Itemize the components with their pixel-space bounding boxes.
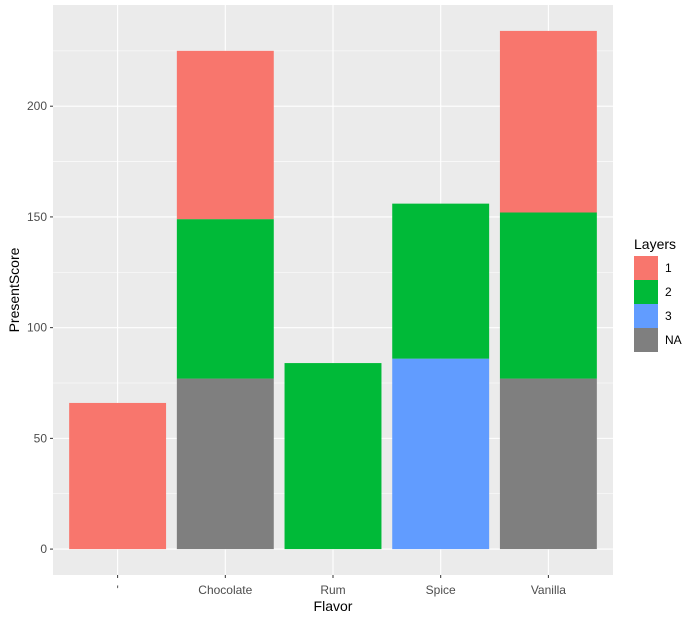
- bar-segment: [392, 203, 490, 359]
- legend-label: 1: [665, 261, 672, 275]
- y-tick-label: 50: [34, 431, 48, 445]
- x-tick-label: Spice: [426, 583, 456, 597]
- legend-key: [634, 280, 658, 304]
- bar-segment: [499, 212, 597, 379]
- legend: Layers 1 2 3 NA: [634, 236, 682, 352]
- x-tick-label: Chocolate: [198, 583, 252, 597]
- bars: [69, 30, 597, 550]
- bar-segment: [284, 363, 382, 550]
- legend-key: [634, 256, 658, 280]
- y-tick-label: 200: [27, 99, 47, 113]
- bar-segment: [499, 378, 597, 550]
- x-axis: ' Chocolate Rum Spice Vanilla: [116, 575, 566, 597]
- legend-key: [634, 304, 658, 328]
- y-axis: 0 50 100 150 200: [27, 99, 53, 556]
- legend-label: 3: [665, 309, 672, 323]
- legend-label: 2: [665, 285, 672, 299]
- x-tick-label: ': [116, 583, 118, 597]
- bar-segment: [176, 50, 274, 220]
- x-tick-label: Rum: [320, 583, 345, 597]
- y-tick-label: 100: [27, 321, 47, 335]
- bar-segment: [392, 358, 490, 550]
- bar-segment: [176, 378, 274, 550]
- legend-title: Layers: [634, 236, 676, 252]
- bar-segment: [69, 402, 167, 550]
- y-tick-label: 150: [27, 210, 47, 224]
- y-axis-title: PresentScore: [6, 247, 22, 332]
- legend-label: NA: [665, 333, 682, 347]
- bar-segment: [499, 30, 597, 213]
- bar-segment: [176, 219, 274, 379]
- x-tick-label: Vanilla: [531, 583, 566, 597]
- legend-key: [634, 328, 658, 352]
- x-axis-title: Flavor: [314, 598, 353, 614]
- y-tick-label: 0: [40, 542, 47, 556]
